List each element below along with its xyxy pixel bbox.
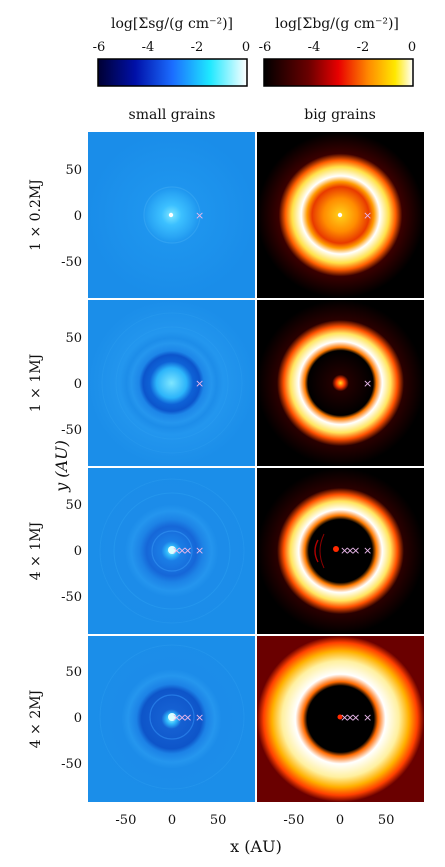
planet-marker: ×	[195, 544, 204, 557]
colorbar-small-gradient	[97, 58, 248, 87]
planet-marker: ×	[172, 544, 181, 557]
planet-marker: ×	[351, 544, 360, 557]
column-title-small: small grains	[129, 107, 216, 123]
panel-row4-big	[257, 636, 424, 802]
planet-marker: ×	[195, 711, 204, 724]
row-label: 4 × 2MJ	[28, 690, 44, 748]
x-tick-label: 0	[336, 813, 344, 828]
row-label: 4 × 1MJ	[28, 522, 44, 580]
y-tick-label: 0	[74, 377, 82, 392]
column-title-big: big grains	[304, 107, 376, 123]
y-tick-label: -50	[61, 423, 82, 438]
panel-row2-big	[257, 300, 424, 466]
colorbar-big: log[Σbg/(g cm⁻²)] -6 -4 -2 0	[259, 16, 416, 87]
star-marker	[168, 713, 176, 721]
star-marker	[168, 212, 174, 218]
planet-marker: ×	[363, 377, 372, 390]
y-tick-label: 50	[65, 163, 82, 178]
planet-marker: ×	[363, 544, 372, 557]
colorbar-small-tick: -2	[191, 40, 204, 55]
planet-marker: ×	[363, 711, 372, 724]
y-tick-label: -50	[61, 757, 82, 772]
planet-marker: ×	[183, 544, 192, 557]
row-label: 1 × 0.2MJ	[28, 179, 44, 251]
planet-marker: ×	[346, 544, 355, 557]
x-tick-label: -50	[115, 813, 136, 828]
y-tick-labels: 50 0 -50 50 0 -50 50 0 -50 50 0 -50	[61, 163, 82, 772]
colorbar-big-tick: -2	[357, 40, 370, 55]
colorbar-big-label: log[Σbg/(g cm⁻²)]	[275, 16, 399, 32]
row-label: 1 × 1MJ	[28, 354, 44, 412]
y-axis-label: y (AU)	[52, 440, 71, 493]
planet-marker: ×	[195, 209, 204, 222]
colorbar-small-tick: -4	[142, 40, 155, 55]
colorbar-small-label: log[Σsg/(g cm⁻²)]	[111, 16, 233, 32]
planet-marker: ×	[340, 544, 349, 557]
y-tick-label: 0	[74, 711, 82, 726]
planet-marker: ×	[363, 209, 372, 222]
planet-marker: ×	[183, 711, 192, 724]
x-tick-label: 0	[168, 813, 176, 828]
colorbar-small: log[Σsg/(g cm⁻²)] -6 -4 -2 0	[93, 16, 250, 87]
planet-marker: ×	[178, 711, 187, 724]
planet-marker: ×	[195, 377, 204, 390]
star-marker	[337, 212, 343, 218]
panel-row3-big	[257, 468, 424, 634]
y-tick-label: 50	[65, 665, 82, 680]
star-marker	[168, 546, 176, 554]
planet-marker: ×	[178, 544, 187, 557]
x-tick-label: 50	[210, 813, 227, 828]
y-tick-label: 0	[74, 544, 82, 559]
y-tick-label: 50	[65, 498, 82, 513]
colorbar-big-gradient	[263, 58, 414, 87]
x-axis-label: x (AU)	[230, 837, 282, 856]
y-tick-label: -50	[61, 255, 82, 270]
planet-markers: × ×× ×××× × ××× ×××× × ××× ×	[172, 209, 372, 724]
y-tick-label: -50	[61, 590, 82, 605]
y-tick-label: 50	[65, 331, 82, 346]
x-tick-label: 50	[378, 813, 395, 828]
colorbar-big-tick: -4	[308, 40, 321, 55]
x-tick-label: -50	[283, 813, 304, 828]
colorbar-big-tick: -6	[259, 40, 272, 55]
x-tick-labels: -50 0 50 -50 0 50	[115, 813, 394, 828]
colorbar-big-tick: 0	[408, 40, 416, 55]
colorbar-small-tick: -6	[93, 40, 106, 55]
colorbar-small-tick: 0	[242, 40, 250, 55]
planet-marker: ×	[351, 711, 360, 724]
planet-marker: ×	[172, 711, 181, 724]
panel-row2-small	[88, 300, 255, 466]
y-tick-label: 0	[74, 209, 82, 224]
panel-row4-small	[88, 636, 255, 802]
planet-marker: ×	[346, 711, 355, 724]
planet-marker: ×	[340, 711, 349, 724]
